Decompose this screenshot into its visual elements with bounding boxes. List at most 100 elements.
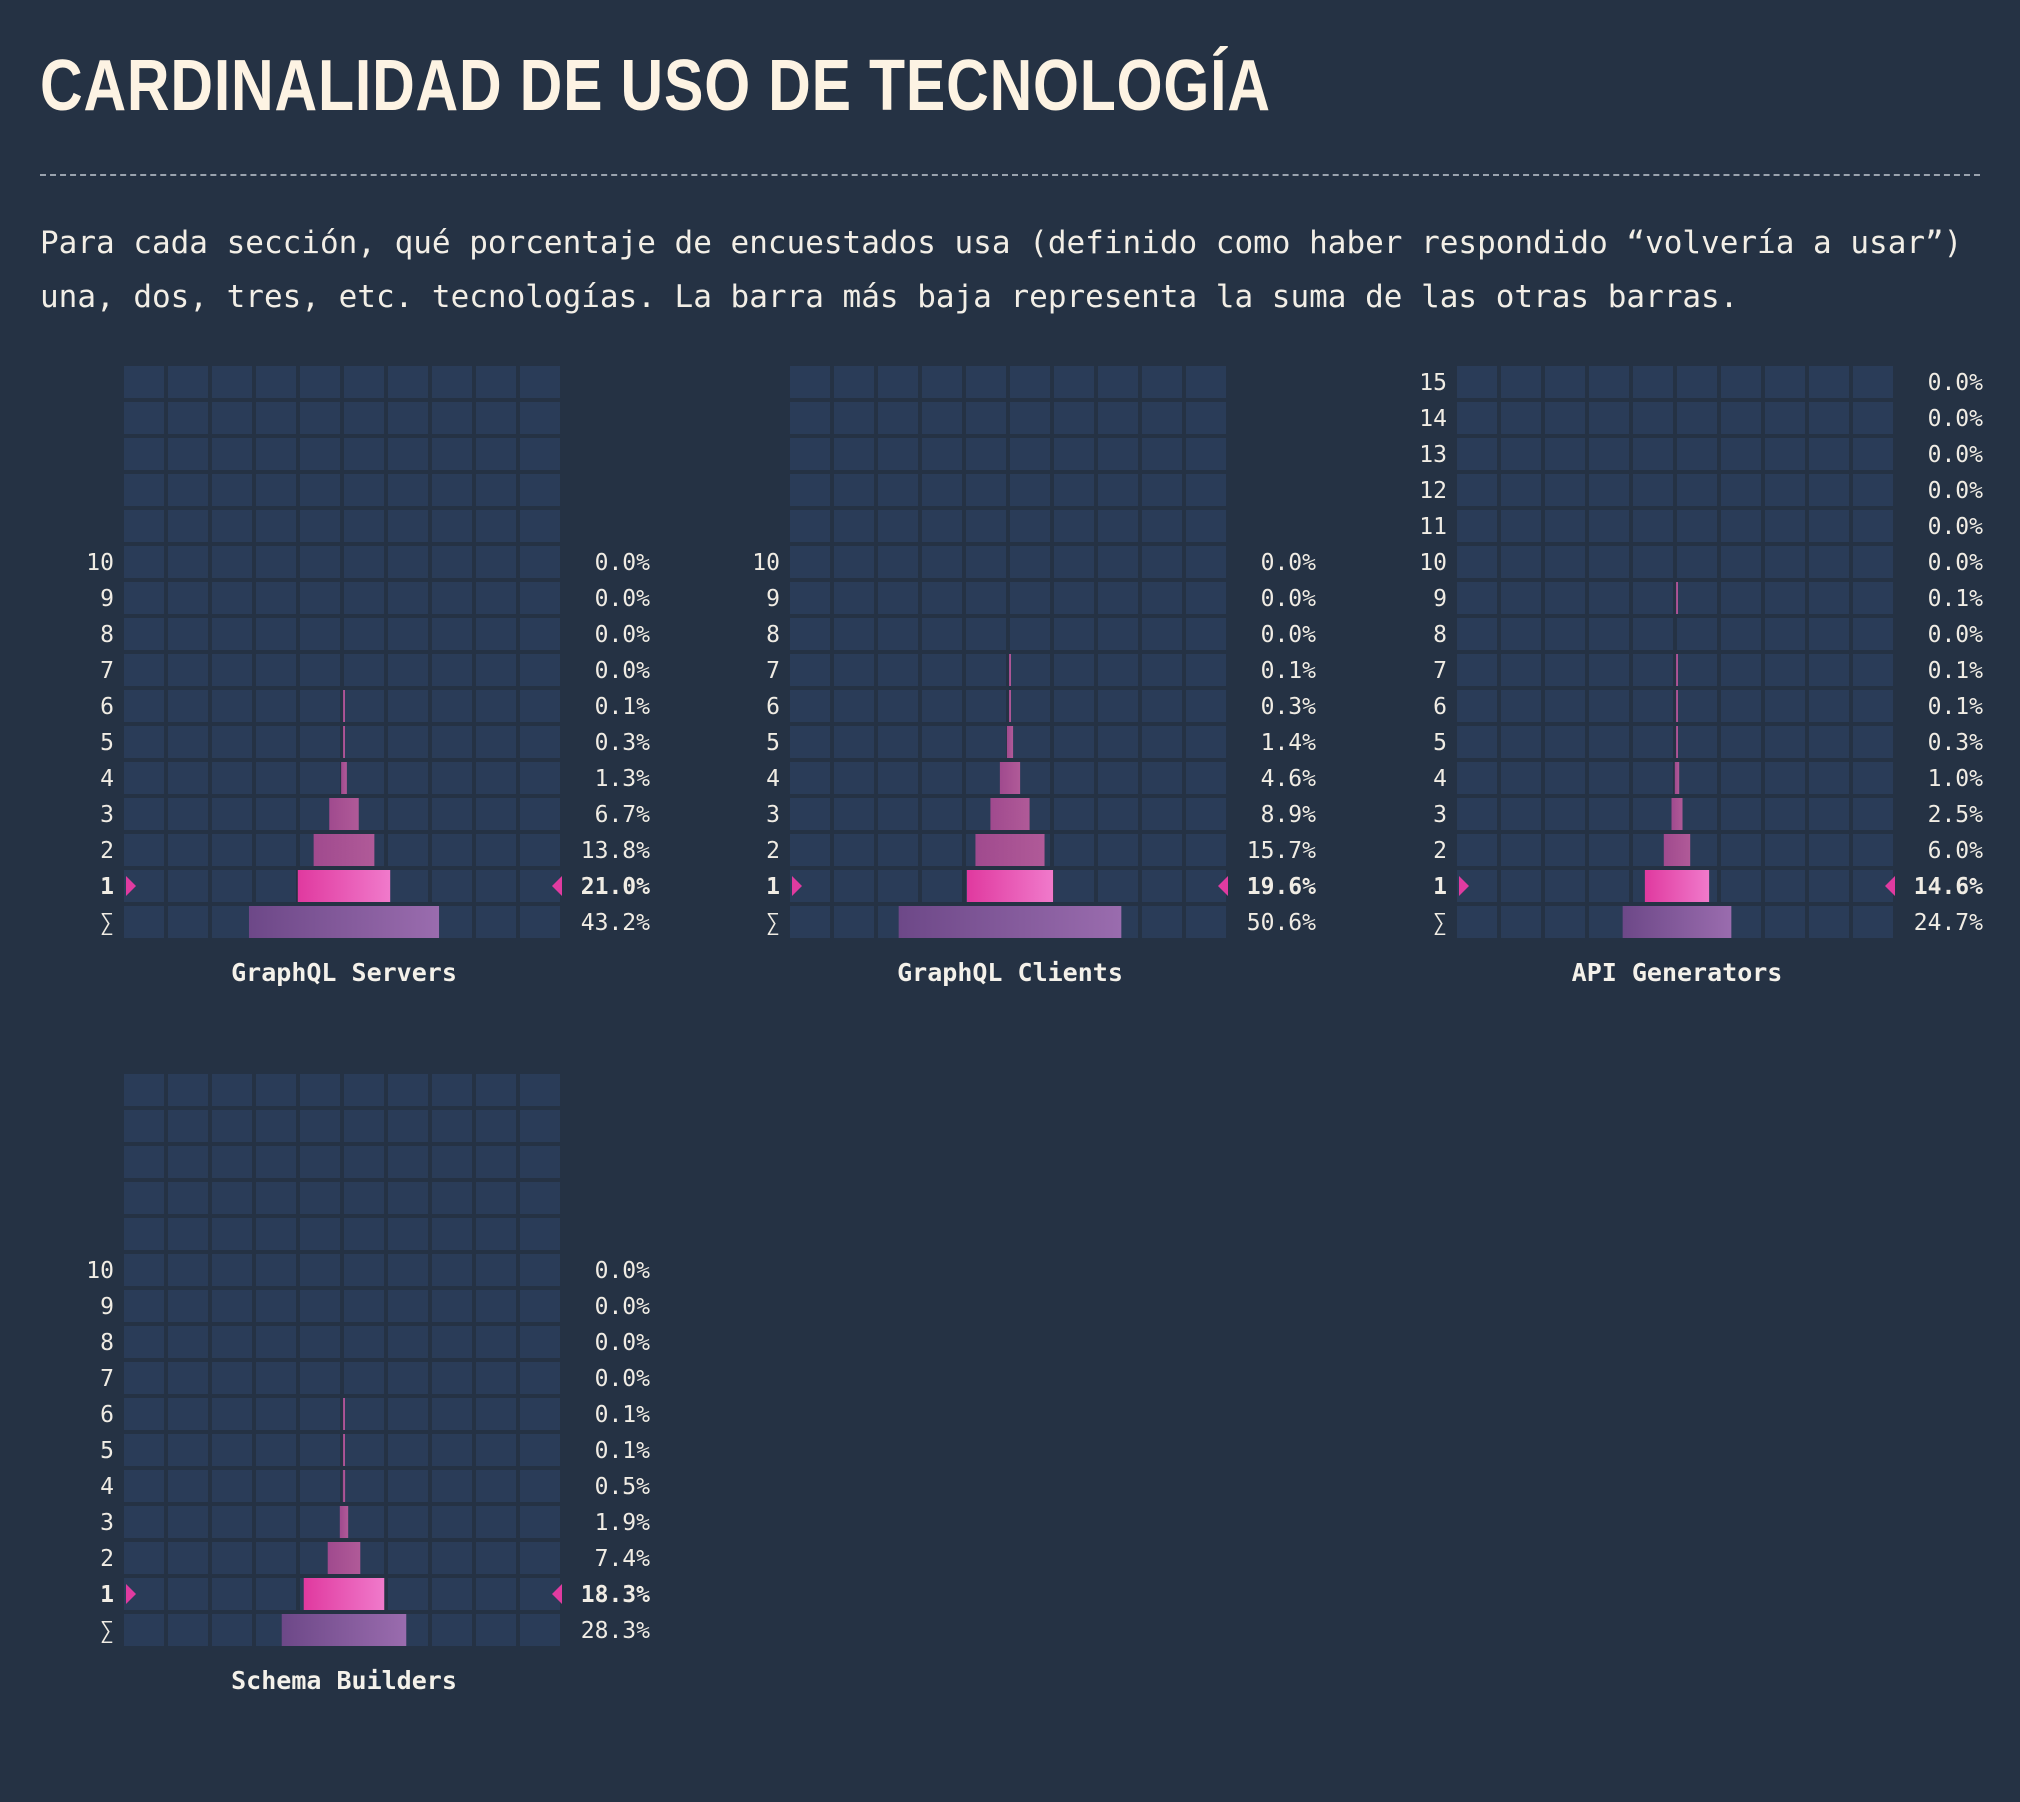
- grid-cell: [1853, 798, 1893, 830]
- grid-cell: [432, 1362, 472, 1394]
- grid-cell: [476, 690, 516, 722]
- grid-cell: [388, 1434, 428, 1466]
- grid-cell: [388, 654, 428, 686]
- grid-cell: [388, 618, 428, 650]
- grid-cell: [432, 1290, 472, 1322]
- grid-cell: [1010, 474, 1050, 506]
- row-label-10: 10: [86, 550, 114, 576]
- grid-cell: [476, 1398, 516, 1430]
- grid-cell: [1186, 510, 1226, 542]
- grid-cell: [1142, 726, 1182, 758]
- row-label-13: 13: [1419, 442, 1447, 468]
- bar-5: [343, 1434, 345, 1466]
- grid-cell: [1142, 402, 1182, 434]
- grid-cell: [1142, 870, 1182, 902]
- grid-cell: [520, 1290, 560, 1322]
- grid-cell: [476, 510, 516, 542]
- grid-cell: [124, 366, 164, 398]
- grid-cell: [1054, 546, 1094, 578]
- grid-cell: [124, 1182, 164, 1214]
- row-label-12: 12: [1419, 478, 1447, 504]
- grid-cell: [168, 1542, 208, 1574]
- grid-cell: [300, 1398, 340, 1430]
- grid-cell: [212, 618, 252, 650]
- grid-cell: [834, 870, 874, 902]
- grid-cell: [124, 402, 164, 434]
- grid-cell: [388, 762, 428, 794]
- grid-cell: [212, 834, 252, 866]
- grid-cell: [344, 1110, 384, 1142]
- grid-cell: [212, 1146, 252, 1178]
- row-label-9: 9: [1433, 586, 1447, 612]
- grid-cell: [212, 798, 252, 830]
- bar-6: [343, 1398, 345, 1430]
- value-label-5: 1.4%: [1261, 730, 1317, 756]
- grid-cell: [432, 726, 472, 758]
- grid-cell: [834, 798, 874, 830]
- grid-cell: [344, 402, 384, 434]
- grid-cell: [520, 582, 560, 614]
- grid-cell: [966, 618, 1006, 650]
- row-label-sum: ∑: [100, 1618, 114, 1644]
- grid-cell: [878, 582, 918, 614]
- grid-cell: [1457, 402, 1497, 434]
- grid-cell: [790, 402, 830, 434]
- grid-cell: [1589, 870, 1629, 902]
- grid-cell: [256, 1398, 296, 1430]
- value-label-7: 0.0%: [595, 658, 651, 684]
- grid-cell: [256, 582, 296, 614]
- grid-cell: [1677, 654, 1717, 686]
- grid-cell: [212, 906, 252, 938]
- grid-cell: [1809, 654, 1849, 686]
- grid-cell: [388, 1218, 428, 1250]
- value-label-10: 0.0%: [595, 1258, 651, 1284]
- grid-cell: [300, 726, 340, 758]
- grid-cell: [344, 618, 384, 650]
- grid-cell: [520, 1434, 560, 1466]
- row-label-4: 4: [100, 766, 114, 792]
- grid-cell: [300, 1146, 340, 1178]
- grid-cell: [1098, 474, 1138, 506]
- grid-cell: [300, 1362, 340, 1394]
- chart-graphql-clients: 10 0.0% 9 0.0% 8 0.0% 7 0.1% 6 0.3% 5 1.4% 4 4.6% 3 8.9…: [690, 358, 1330, 998]
- grid-cell: [1721, 690, 1761, 722]
- value-label-4: 0.5%: [595, 1474, 651, 1500]
- grid-cell: [1765, 474, 1805, 506]
- grid-cell: [834, 366, 874, 398]
- grid-cell: [124, 1398, 164, 1430]
- grid-cell: [1501, 618, 1541, 650]
- grid-cell: [790, 582, 830, 614]
- grid-cell: [520, 906, 560, 938]
- grid-cell: [344, 726, 384, 758]
- grid-cell: [344, 1398, 384, 1430]
- grid-cell: [966, 474, 1006, 506]
- row-label-8: 8: [766, 622, 780, 648]
- grid-cell: [256, 438, 296, 470]
- bar-5: [343, 726, 345, 758]
- grid-cell: [300, 654, 340, 686]
- bar-2: [327, 1542, 361, 1574]
- grid-cell: [1721, 582, 1761, 614]
- grid-cell: [212, 1182, 252, 1214]
- graphql-clients-grid: [790, 366, 1226, 938]
- grid-cell: [878, 798, 918, 830]
- grid-cell: [1809, 618, 1849, 650]
- grid-cell: [256, 510, 296, 542]
- grid-cell: [1853, 726, 1893, 758]
- grid-cell: [1098, 870, 1138, 902]
- grid-cell: [388, 510, 428, 542]
- grid-cell: [300, 366, 340, 398]
- grid-cell: [1809, 474, 1849, 506]
- grid-cell: [388, 1470, 428, 1502]
- grid-cell: [922, 834, 962, 866]
- grid-cell: [124, 1506, 164, 1538]
- grid-cell: [520, 690, 560, 722]
- grid-cell: [878, 834, 918, 866]
- value-label-8: 0.0%: [595, 622, 651, 648]
- grid-cell: [1853, 582, 1893, 614]
- value-label-5: 0.3%: [1928, 730, 1984, 756]
- grid-cell: [476, 546, 516, 578]
- grid-cell: [344, 510, 384, 542]
- highlight-marker-right: [1218, 876, 1228, 896]
- grid-cell: [212, 1398, 252, 1430]
